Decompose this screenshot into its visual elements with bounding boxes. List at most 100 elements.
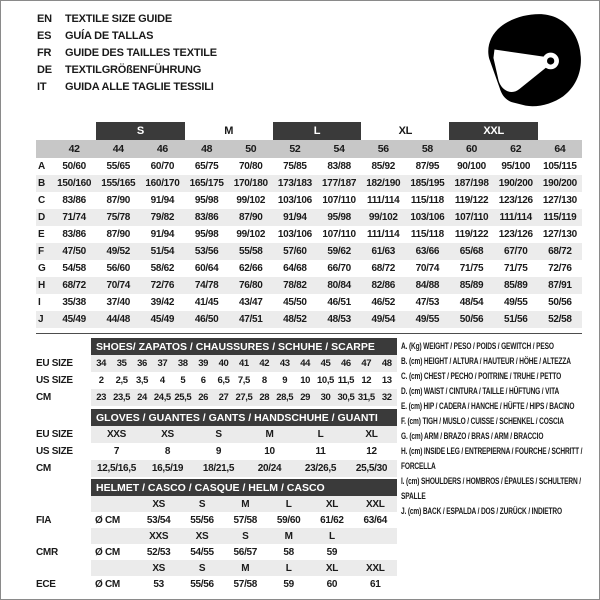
- helmet-grid: HELMET / CASCO / CASQUE / HELM / CASCO XS…: [36, 479, 397, 592]
- measurement-row: B 150/160 155/165 160/170 165/175 170/180 173/…: [36, 175, 582, 192]
- measurement-value: 60/64: [194, 263, 219, 274]
- table-cell: M: [223, 496, 267, 512]
- measurement-value: 79/82: [140, 209, 185, 226]
- table-cell: 27: [213, 389, 234, 406]
- language-row: ES GUÍA DE TALLAS: [37, 28, 217, 45]
- table-cell: 39: [192, 355, 214, 372]
- table-cell: 46: [335, 355, 357, 372]
- language-row: IT GUIDA ALLE TAGLIE TESSILI: [37, 79, 217, 96]
- measurement-key: E: [38, 229, 45, 240]
- table-cell: 10: [300, 375, 310, 386]
- measurement-key: B: [36, 175, 53, 192]
- table-row: US SIZE 7 8 9 10 11 12: [36, 443, 397, 460]
- table-cell: 27,5: [233, 389, 255, 406]
- standard-label: ECE: [36, 578, 56, 590]
- measurement-value: 46/50: [184, 311, 229, 328]
- measurement-value: 185/195: [405, 175, 450, 192]
- unit-label: [91, 560, 138, 576]
- measurement-value: 111/114: [367, 229, 400, 240]
- measurement-value: 177/187: [317, 175, 362, 192]
- garment-size-table: S M L XL XXL 42 44 46 48 50 52 54 56 58 60 62 64 A 50/60 55…: [36, 122, 582, 328]
- table-cell: 36: [131, 355, 153, 372]
- table-cell: 53/54: [146, 514, 171, 526]
- measurement-value: 165/175: [184, 175, 229, 192]
- unit-label: [91, 528, 138, 544]
- table-cell: XS: [137, 496, 181, 512]
- legend-item: D. (cm) WAIST / CINTURA / TAILLE / HÜFTU…: [401, 386, 560, 396]
- measurement-value: 150/160: [52, 175, 97, 192]
- numeric-size-label: 52: [272, 140, 317, 158]
- measurement-value: 59/62: [317, 243, 362, 260]
- measurement-value: 55/58: [228, 243, 273, 260]
- measurement-value: 61/63: [361, 243, 406, 260]
- legend-item: A. (Kg) WEIGHT / PESO / POIDS / GEWITCH …: [401, 341, 554, 351]
- language-code: FR: [37, 47, 52, 59]
- measurement-value: 50/60: [62, 161, 86, 172]
- table-cell: 6,5: [217, 375, 230, 386]
- table-cell: XXL: [353, 560, 397, 576]
- table-cell: 8: [164, 446, 171, 457]
- guide-title: GUIDA ALLE TAGLIE TESSILI: [65, 81, 214, 93]
- legend-item: B. (cm) HEIGHT / ALTURA / HAUTEUR / HÖHE…: [401, 356, 571, 366]
- measurement-value: 83/86: [184, 209, 229, 226]
- table-cell: 32: [376, 389, 397, 406]
- size-group-header-row: S M L XL XXL: [36, 122, 582, 140]
- table-cell: 2,5: [115, 375, 128, 386]
- measurement-value: 65/75: [194, 161, 219, 172]
- measurement-value: 58/62: [150, 263, 175, 274]
- table-cell: [353, 528, 397, 544]
- measurement-value: 190/200: [537, 175, 582, 192]
- size-group-label: M: [224, 125, 234, 137]
- table-cell: XL: [346, 426, 397, 443]
- measurement-value: 50/56: [548, 297, 572, 308]
- measurement-value: 39/42: [150, 297, 175, 308]
- measurement-value: 155/165: [96, 175, 141, 192]
- measurement-value: 43/47: [239, 297, 263, 308]
- table-cell: 63/64: [363, 514, 388, 526]
- gloves-grid: GLOVES / GUANTES / GANTS / HANDSCHUHE / …: [36, 409, 397, 477]
- table-cell: 13: [381, 375, 392, 386]
- gloves-size-table: GLOVES / GUANTES / GANTS / HANDSCHUHE / …: [36, 409, 397, 477]
- table-cell: 29: [294, 389, 316, 406]
- measurement-value: 56/60: [106, 263, 131, 274]
- table-cell: 55/56: [190, 578, 214, 590]
- measurement-value: 68/72: [371, 263, 396, 274]
- shoes-grid: SHOES/ ZAPATOS / CHAUSSURES / SCHUHE / S…: [36, 338, 397, 406]
- table-cell: L: [310, 528, 354, 544]
- measurement-row: C 83/86 87/90 91/94 95/98 99/102 103/106 107/11…: [36, 192, 582, 209]
- table-row: EU SIZE XXS XS S M L XL: [36, 426, 397, 443]
- measurement-value: 71/75: [503, 263, 528, 274]
- table-cell: S: [223, 528, 267, 544]
- table-cell: 24: [131, 389, 153, 406]
- table-cell: M: [244, 426, 295, 443]
- table-cell: 16,5/19: [142, 460, 193, 477]
- measurement-value: 74/78: [184, 277, 229, 294]
- measurement-value: 45/49: [52, 311, 97, 328]
- measurement-row: I 35/38 37/40 39/42 41/45 43/47 45/50 46/51 46/5…: [36, 294, 582, 311]
- legend-item: F. (cm) TIGH / MUSLO / CUISSE / SCHENKEL…: [401, 416, 564, 426]
- table-row: EU SIZE 34 35 36 37 38 39 40 41 42 43 44 45 46 47 48: [36, 355, 397, 372]
- measurement-value: 173/183: [272, 175, 317, 192]
- measurement-value: 190/200: [493, 175, 538, 192]
- measurement-row: D 71/74 75/78 79/82 83/86 87/90 91/94 95/98 99/1…: [36, 209, 582, 226]
- table-cell: 54/55: [190, 546, 214, 558]
- numeric-size-label: 62: [493, 140, 538, 158]
- measurement-value: 78/82: [272, 277, 317, 294]
- unit-label: [91, 496, 138, 512]
- measurement-value: 47/50: [52, 243, 97, 260]
- table-cell: XXS: [91, 426, 142, 443]
- size-group-label: S: [96, 122, 185, 140]
- table-title: HELMET / CASCO / CASQUE / HELM / CASCO: [91, 479, 397, 496]
- unit-label: Ø CM: [95, 546, 120, 558]
- table-cell: 5: [180, 375, 186, 386]
- table-cell: 8: [261, 375, 267, 386]
- measurement-value: 107/110: [322, 229, 356, 240]
- guide-title: TEXTILGRÖßENFÜHRUNG: [65, 64, 202, 76]
- table-cell: M: [223, 560, 267, 576]
- measurement-value: 70/80: [239, 161, 263, 172]
- table-cell: 10: [264, 446, 275, 457]
- legend-item: I. (cm) SHOULDERS / HOMBROS / ÉPAULES / …: [401, 476, 581, 501]
- table-cell: 26: [192, 389, 214, 406]
- table-cell: L: [266, 496, 311, 512]
